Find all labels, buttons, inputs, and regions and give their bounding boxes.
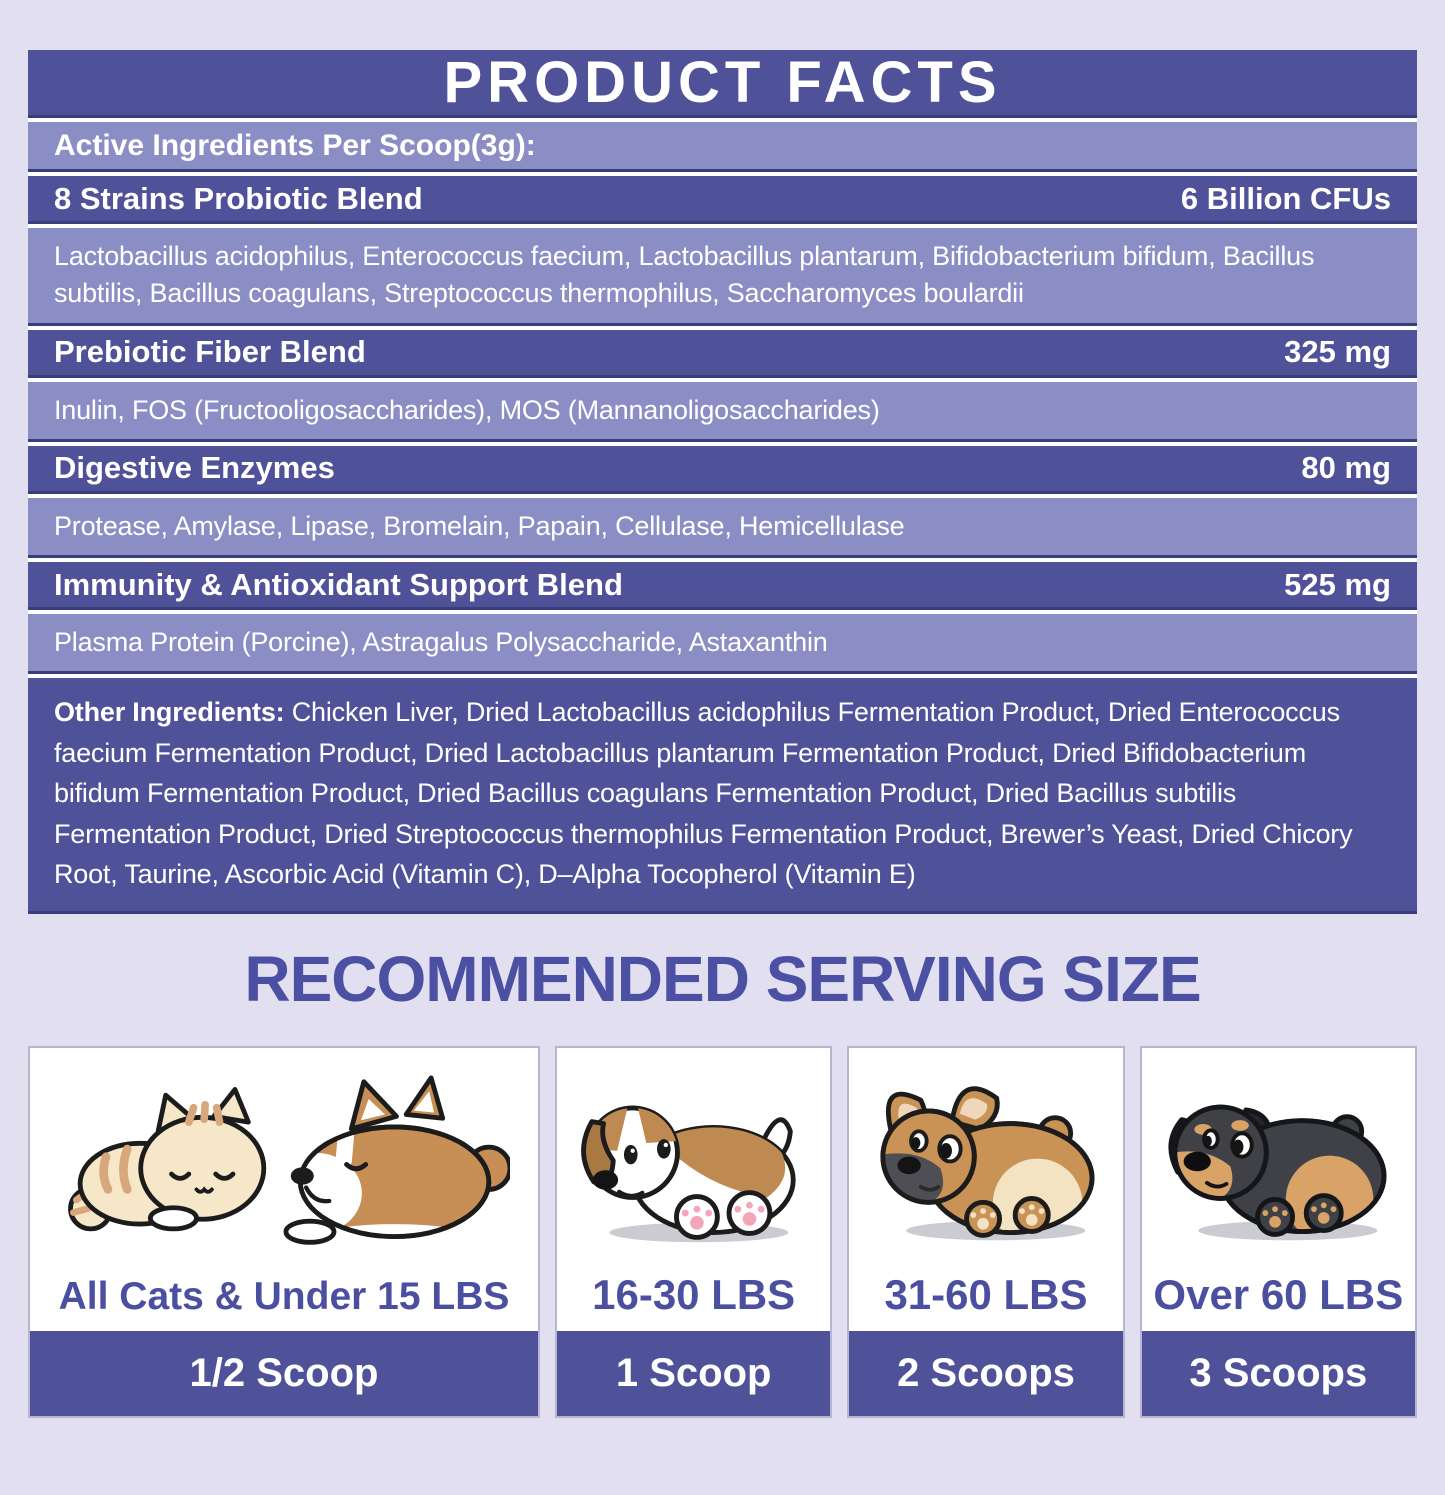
blend-amount: 325 mg — [1284, 334, 1391, 369]
active-ingredients-header: Active Ingredients Per Scoop(3g): — [28, 122, 1417, 172]
scoop-band: 1/2 Scoop — [30, 1330, 538, 1416]
supplement-label: PRODUCT FACTS Active Ingredients Per Sco… — [0, 50, 1445, 1495]
blend-name: 8 Strains Probiotic Blend — [54, 180, 423, 216]
scoop-label: 1 Scoop — [615, 1350, 772, 1395]
blend-detail-text: Lactobacillus acidophilus, Enterococcus … — [54, 241, 1315, 309]
blend-detail-text: Protease, Amylase, Lipase, Bromelain, Pa… — [54, 510, 905, 541]
rottweiler-svg — [1168, 1104, 1387, 1241]
scoop-band: 3 Scoops — [1141, 1330, 1415, 1416]
active-ingredients-header-text: Active Ingredients Per Scoop(3g): — [54, 128, 536, 162]
blend-detail-text: Inulin, FOS (Fructooligosaccharides), MO… — [54, 394, 880, 425]
other-ingredients-text: Chicken Liver, Dried Lactobacillus acido… — [54, 697, 1353, 890]
cat-and-corgi-svg — [68, 1075, 510, 1245]
scoop-label: 1/2 Scoop — [189, 1350, 379, 1395]
blend-detail-immunity: Plasma Protein (Porcine), Astragalus Pol… — [28, 614, 1417, 675]
product-facts-title-text: PRODUCT FACTS — [443, 50, 1002, 115]
blend-detail-probiotic: Lactobacillus acidophilus, Enterococcus … — [28, 228, 1417, 326]
product-facts-title: PRODUCT FACTS — [28, 50, 1417, 118]
weight-range-label: 31-60 LBS — [884, 1270, 1088, 1318]
blend-name: Immunity & Antioxidant Support Blend — [54, 566, 623, 602]
other-ingredients-block: Other Ingredients: Chicken Liver, Dried … — [28, 678, 1417, 914]
blend-detail-text: Plasma Protein (Porcine), Astragalus Pol… — [54, 627, 828, 657]
blend-row-immunity: Immunity & Antioxidant Support Blend 525… — [28, 562, 1417, 610]
weight-range-label: All Cats & Under 15 LBS — [58, 1274, 510, 1318]
scoop-band: 1 Scoop — [557, 1330, 831, 1416]
scoop-label: 3 Scoops — [1189, 1350, 1368, 1395]
other-ingredients-label: Other Ingredients: — [54, 697, 285, 728]
serving-card-16-30: 16-30 LBS 1 Scoop — [555, 1045, 833, 1418]
blend-row-enzymes: Digestive Enzymes 80 mg — [28, 445, 1417, 494]
serving-card-cats-small-dogs: All Cats & Under 15 LBS 1/2 Scoop — [28, 1045, 540, 1418]
blend-row-probiotic: 8 Strains Probiotic Blend 6 Billion CFUs — [28, 176, 1417, 224]
product-facts-table: PRODUCT FACTS Active Ingredients Per Sco… — [28, 50, 1417, 914]
serving-size-heading: RECOMMENDED SERVING SIZE — [244, 942, 1201, 1015]
cat-figure — [68, 1087, 267, 1232]
blend-row-prebiotic: Prebiotic Fiber Blend 325 mg — [28, 329, 1417, 378]
french-bulldog-illustration — [849, 1048, 1122, 1271]
serving-card-31-60: 31-60 LBS 2 Scoops — [847, 1045, 1125, 1418]
french-bulldog-svg — [880, 1086, 1095, 1241]
serving-cards: All Cats & Under 15 LBS 1/2 Scoop — [28, 1045, 1417, 1418]
scoop-band: 2 Scoops — [849, 1330, 1123, 1416]
blend-name: Prebiotic Fiber Blend — [54, 334, 366, 369]
beagle-illustration — [557, 1048, 830, 1271]
blend-name: Digestive Enzymes — [54, 450, 335, 486]
blend-amount: 6 Billion CFUs — [1180, 180, 1391, 216]
blend-amount: 525 mg — [1284, 566, 1391, 602]
blend-amount: 80 mg — [1301, 450, 1391, 486]
rottweiler-illustration — [1142, 1048, 1415, 1271]
serving-card-over-60: Over 60 LBS 3 Scoops — [1139, 1045, 1417, 1418]
weight-range-label: 16-30 LBS — [592, 1270, 796, 1318]
weight-range-label: Over 60 LBS — [1153, 1270, 1404, 1318]
scoop-label: 2 Scoops — [897, 1350, 1075, 1395]
corgi-figure — [283, 1075, 510, 1245]
beagle-svg — [580, 1105, 796, 1243]
blend-detail-enzymes: Protease, Amylase, Lipase, Bromelain, Pa… — [28, 497, 1417, 558]
blend-detail-prebiotic: Inulin, FOS (Fructooligosaccharides), MO… — [28, 381, 1417, 442]
cat-and-corgi-illustration — [30, 1048, 538, 1275]
